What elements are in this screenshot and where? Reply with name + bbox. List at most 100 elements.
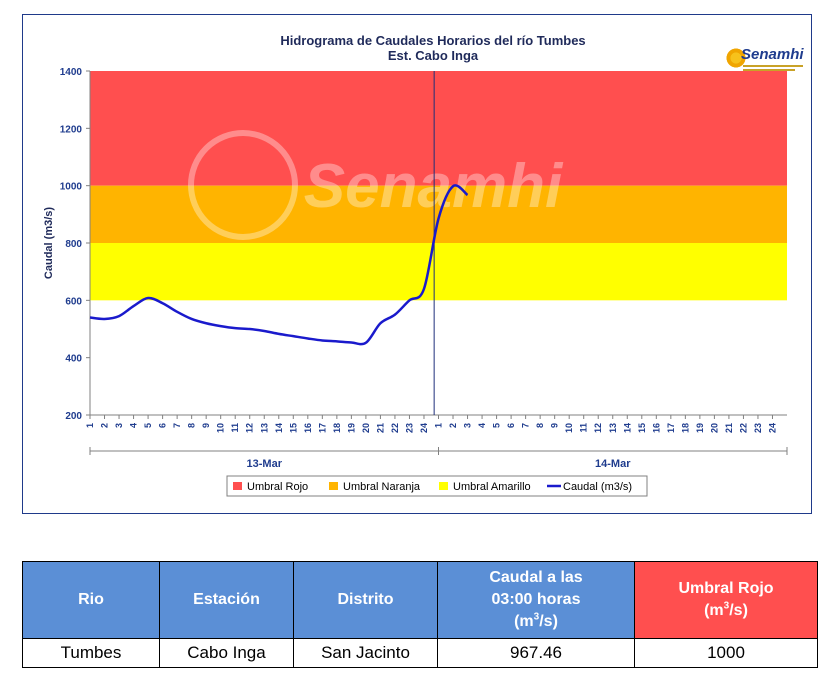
legend-entry: Umbral Rojo bbox=[247, 481, 308, 493]
header-caudal-unit-end: /s) bbox=[539, 613, 558, 630]
header-umbral-unit-end: /s) bbox=[729, 602, 748, 619]
legend-entry: Umbral Naranja bbox=[343, 481, 421, 493]
x-tick-label: 13 bbox=[259, 423, 269, 433]
sun-icon bbox=[725, 47, 747, 69]
y-tick-label: 1400 bbox=[60, 67, 83, 78]
chart-frame: Senamhi 200 400 600 800 1000 1200 1400 1 2 3 4 5 6 7 8 9… bbox=[22, 14, 812, 514]
x-tick-label: 17 bbox=[317, 423, 327, 433]
x-tick-label: 18 bbox=[680, 423, 690, 433]
x-tick-label: 15 bbox=[637, 423, 647, 433]
x-tick-label: 2 bbox=[100, 423, 110, 428]
x-tick-label: 11 bbox=[579, 423, 589, 433]
logo-text: Senamhi bbox=[741, 46, 804, 63]
cell-umbral: 1000 bbox=[634, 638, 818, 668]
chart-title: Hidrograma de Caudales Horarios del río … bbox=[280, 33, 585, 48]
header-estacion: Estación bbox=[159, 561, 294, 639]
cell-caudal: 967.46 bbox=[437, 638, 635, 668]
x-tick-label: 2 bbox=[448, 423, 458, 428]
table-header-row: Rio Estación Distrito Caudal a las 03:00… bbox=[22, 561, 818, 639]
header-caudal-line1: Caudal a las bbox=[489, 569, 583, 586]
x-tick-label: 16 bbox=[651, 423, 661, 433]
x-tick-label: 8 bbox=[187, 423, 197, 428]
x-tick-label: 4 bbox=[477, 423, 487, 428]
legend-entry: Caudal (m3/s) bbox=[563, 481, 632, 493]
x-tick-label: 6 bbox=[506, 423, 516, 428]
x-tick-label: 13 bbox=[608, 423, 618, 433]
y-tick-label: 800 bbox=[65, 239, 82, 250]
x-tick-label: 24 bbox=[419, 423, 429, 433]
x-tick-label: 20 bbox=[709, 423, 719, 433]
x-tick-label: 16 bbox=[303, 423, 313, 433]
band-umbral-rojo bbox=[90, 71, 787, 186]
x-tick-label: 10 bbox=[564, 423, 574, 433]
logo-underline bbox=[743, 65, 803, 67]
x-tick-label: 20 bbox=[361, 423, 371, 433]
watermark-sun-icon bbox=[188, 130, 298, 240]
x-tick-label: 3 bbox=[114, 423, 124, 428]
x-tick-label: 7 bbox=[172, 423, 182, 428]
y-axis-label: Caudal (m3/s) bbox=[43, 207, 55, 279]
x-tick-label: 8 bbox=[535, 423, 545, 428]
x-tick-label: 23 bbox=[404, 423, 414, 433]
x-tick-label: 12 bbox=[593, 423, 603, 433]
chart-subtitle: Est. Cabo Inga bbox=[388, 48, 479, 63]
band-umbral-amarillo bbox=[90, 243, 787, 301]
y-tick-label: 600 bbox=[65, 296, 82, 307]
x-tick-label: 19 bbox=[346, 423, 356, 433]
x-tick-label: 22 bbox=[738, 423, 748, 433]
day-label: 13-Mar bbox=[247, 458, 283, 470]
x-tick-label: 6 bbox=[158, 423, 168, 428]
x-tick-label: 24 bbox=[767, 423, 777, 433]
header-distrito: Distrito bbox=[293, 561, 438, 639]
legend-swatch bbox=[329, 482, 338, 490]
header-umbral-unit-sup: 3 bbox=[723, 600, 730, 612]
x-tick-label: 5 bbox=[143, 423, 153, 428]
x-tick-label: 23 bbox=[753, 423, 763, 433]
x-tick-label: 15 bbox=[288, 423, 298, 433]
header-caudal: Caudal a las 03:00 horas (m3/s) bbox=[437, 561, 635, 639]
day-label: 14-Mar bbox=[595, 458, 631, 470]
x-tick-label: 18 bbox=[332, 423, 342, 433]
y-tick-label: 200 bbox=[65, 411, 82, 422]
table-row: Tumbes Cabo Inga San Jacinto 967.46 1000 bbox=[22, 638, 818, 668]
legend-swatch bbox=[233, 482, 242, 490]
series-line-caudal bbox=[89, 184, 469, 346]
cell-rio: Tumbes bbox=[22, 638, 160, 668]
x-tick-label: 11 bbox=[230, 423, 240, 433]
header-rio: Rio bbox=[22, 561, 160, 639]
x-tick-label: 21 bbox=[724, 423, 734, 433]
header-caudal-unit: (m bbox=[514, 613, 534, 630]
cell-estacion: Cabo Inga bbox=[159, 638, 294, 668]
x-tick-label: 12 bbox=[245, 423, 255, 433]
x-tick-label: 1 bbox=[85, 423, 95, 428]
x-tick-label: 21 bbox=[375, 423, 385, 433]
x-tick-label: 14 bbox=[622, 423, 632, 433]
header-caudal-line2: 03:00 horas bbox=[491, 591, 581, 608]
x-tick-label: 14 bbox=[274, 423, 284, 433]
x-tick-label: 3 bbox=[463, 423, 473, 428]
x-tick-label: 7 bbox=[521, 423, 531, 428]
legend-swatch bbox=[439, 482, 448, 490]
y-tick-label: 1200 bbox=[60, 124, 83, 135]
x-tick-label: 9 bbox=[550, 423, 560, 428]
y-tick-label: 1000 bbox=[60, 182, 83, 193]
x-tick-label: 17 bbox=[666, 423, 676, 433]
header-umbral-rojo: Umbral Rojo (m3/s) bbox=[634, 561, 818, 639]
senamhi-logo: Senamhi bbox=[723, 43, 807, 83]
x-tick-label: 19 bbox=[695, 423, 705, 433]
header-umbral-unit: (m bbox=[704, 602, 724, 619]
x-tick-label: 9 bbox=[201, 423, 211, 428]
summary-table: Rio Estación Distrito Caudal a las 03:00… bbox=[22, 561, 818, 668]
header-umbral-line1: Umbral Rojo bbox=[678, 580, 774, 597]
logo-underline-2 bbox=[743, 69, 795, 71]
x-tick-label: 4 bbox=[129, 423, 139, 428]
legend-entry: Umbral Amarillo bbox=[453, 481, 531, 493]
x-tick-label: 1 bbox=[434, 423, 444, 428]
y-tick-label: 400 bbox=[65, 354, 82, 365]
header-caudal-unit-sup: 3 bbox=[533, 611, 540, 623]
legend-box bbox=[226, 475, 648, 497]
x-tick-label: 22 bbox=[390, 423, 400, 433]
x-tick-label: 5 bbox=[492, 423, 502, 428]
x-tick-label: 10 bbox=[216, 423, 226, 433]
